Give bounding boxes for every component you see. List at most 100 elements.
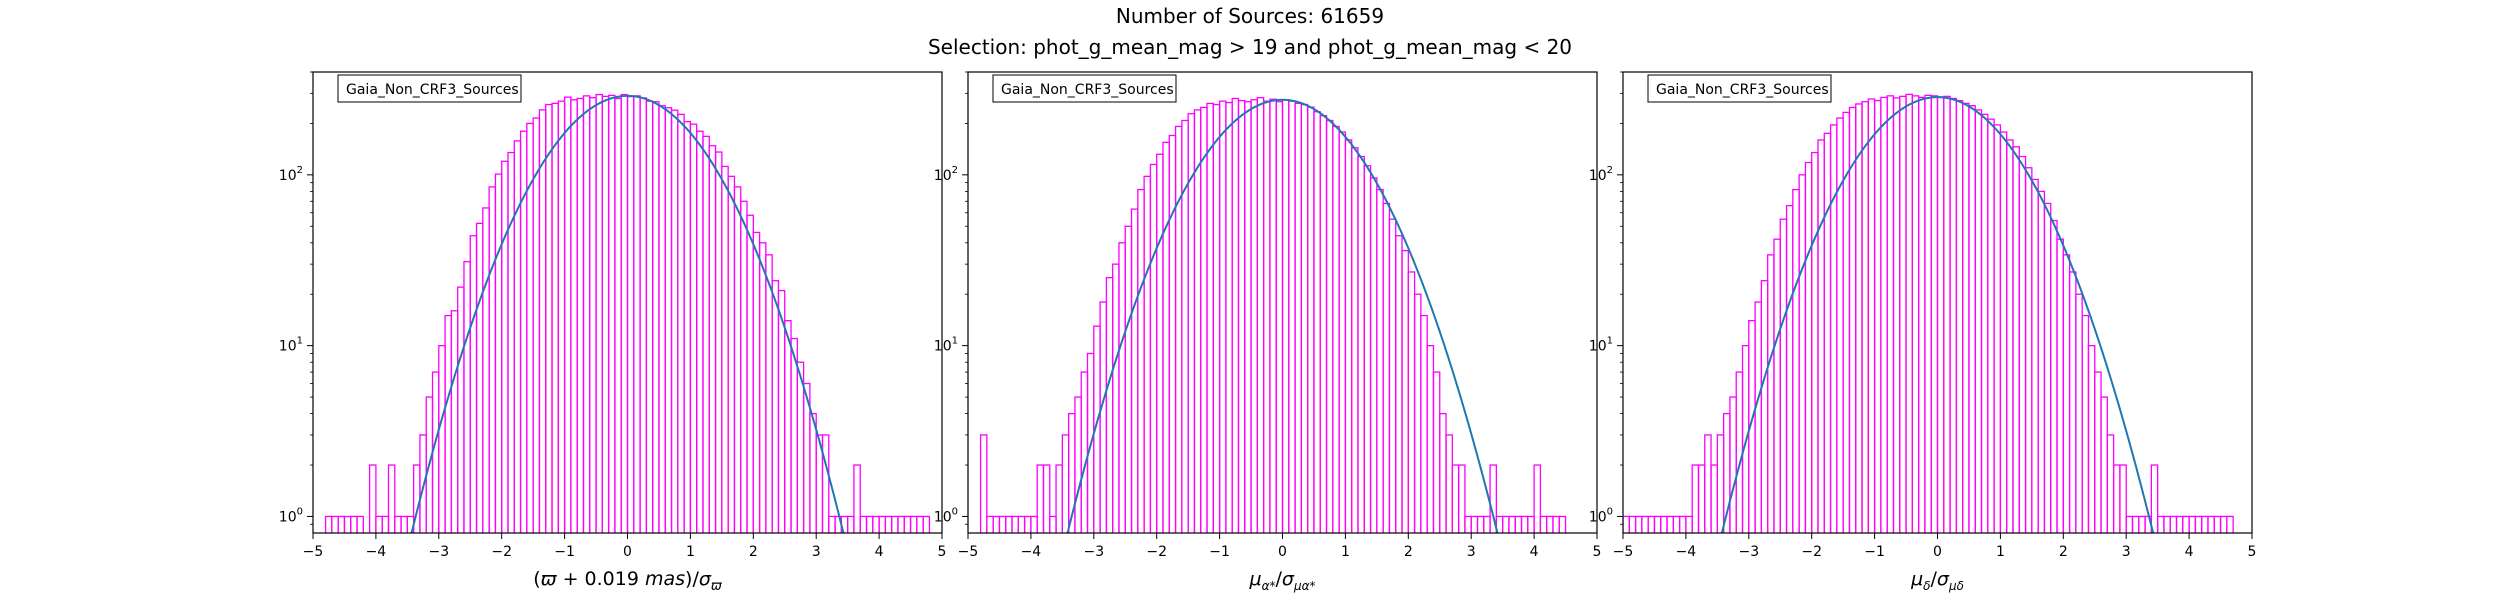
histogram-bar — [2024, 167, 2033, 533]
x-tick-label: −4 — [1021, 544, 1042, 560]
histogram-bar — [2062, 254, 2071, 533]
histogram-bar — [324, 515, 333, 533]
histogram-bar — [551, 102, 559, 533]
plot-area — [1623, 93, 2234, 533]
histogram-bar — [758, 242, 767, 533]
histogram-bar — [1023, 515, 1032, 533]
histogram-bar — [375, 515, 383, 533]
y-tick-label: 102 — [1589, 165, 1613, 184]
histogram-bar — [645, 100, 654, 533]
panel-parallax: −5 −4 −3 −2 −1 0 1 2 3 4 5 100 101 102 Gaia_Non_CRF3_S… — [279, 71, 946, 594]
histogram-bar — [1527, 515, 1535, 533]
x-tick-label: 4 — [2185, 544, 2194, 560]
x-tick-label: −5 — [1613, 544, 1634, 560]
histogram-bar — [784, 320, 792, 533]
histogram-bar — [438, 344, 446, 533]
histogram-bar — [1206, 102, 1214, 533]
x-tick-label: 0 — [1933, 544, 1942, 560]
histogram-bar — [1200, 106, 1208, 533]
x-tick-label: 1 — [1341, 544, 1350, 560]
histogram-bar — [1552, 515, 1560, 533]
histogram-bar — [1911, 95, 1920, 533]
x-tick-label: 0 — [623, 544, 632, 560]
legend-box — [992, 74, 1177, 103]
x-tick-label: 3 — [2122, 544, 2131, 560]
histogram-bar — [708, 145, 717, 533]
x-axis-label: μδ/σμδ — [1910, 568, 1964, 593]
histogram-bar — [356, 515, 364, 533]
histogram-bar — [2207, 515, 2215, 533]
histogram-bar — [501, 160, 509, 533]
histogram-bar — [2163, 515, 2171, 533]
histogram-bar — [909, 515, 918, 533]
histogram-bar — [343, 515, 352, 533]
x-tick-label: 3 — [1467, 544, 1476, 560]
histogram-bar — [2112, 464, 2121, 533]
histogram-bar — [513, 140, 522, 533]
histogram-bar — [1999, 131, 2008, 533]
x-tick-label: 2 — [2059, 544, 2068, 560]
histogram-bar — [1798, 174, 1807, 533]
histogram-bar — [488, 186, 497, 533]
histogram-bar — [2043, 202, 2052, 533]
histogram-bar — [1162, 141, 1170, 533]
histogram-bar — [482, 207, 490, 533]
histogram-bar — [998, 515, 1007, 533]
histogram-bar — [1811, 151, 1819, 533]
histogram-bar — [1369, 177, 1378, 533]
histogram-bar — [865, 515, 874, 533]
histogram-bar — [1307, 106, 1315, 533]
histogram-bar — [2006, 139, 2014, 533]
y-tick-label: 101 — [279, 336, 303, 355]
histogram-bar — [1395, 235, 1403, 533]
histogram-bar — [1325, 119, 1334, 533]
x-tick-label: 4 — [1530, 544, 1539, 560]
histogram-bar — [1042, 464, 1051, 533]
histogram-bar — [1005, 515, 1013, 533]
histogram-bar — [1017, 515, 1026, 533]
histogram-bar — [626, 95, 635, 533]
histogram-bar — [1300, 103, 1309, 533]
histogram-bar — [639, 97, 648, 533]
plot-area — [324, 93, 931, 533]
histogram-bar — [1344, 139, 1353, 533]
histogram-bar — [821, 434, 830, 533]
histogram-bar — [853, 464, 861, 533]
histogram-bar — [1143, 175, 1152, 533]
histogram-bar — [2226, 515, 2234, 533]
fit-curve — [1720, 96, 2155, 533]
histogram-bar — [1634, 515, 1643, 533]
histogram-bar — [1804, 161, 1813, 533]
histogram-bar — [847, 515, 855, 533]
x-tick-label: 5 — [2248, 544, 2257, 560]
histogram-bar — [652, 101, 660, 533]
histogram-bar — [777, 289, 786, 533]
x-tick-label: −2 — [1146, 544, 1167, 560]
x-tick-label: −1 — [1864, 544, 1885, 560]
legend-box — [1647, 74, 1832, 103]
histogram-bar — [1281, 99, 1290, 533]
histogram-bar — [2050, 219, 2058, 533]
histogram-bar — [1514, 515, 1523, 533]
histogram-bar — [1880, 96, 1888, 533]
histogram-bar — [1105, 277, 1114, 533]
histogram-bar — [1149, 163, 1158, 533]
y-tick-label: 102 — [934, 165, 958, 184]
histogram-bar — [1974, 109, 1983, 533]
histogram-bar — [1388, 218, 1397, 533]
histogram-bar — [1539, 515, 1548, 533]
histogram-bar — [576, 97, 585, 533]
x-tick-label: 0 — [1278, 544, 1287, 560]
histogram-bar — [1288, 100, 1296, 533]
histogram-bar — [2125, 515, 2134, 533]
histogram-bar — [2182, 515, 2190, 533]
y-tick-label: 101 — [934, 336, 958, 355]
histogram-bar — [1332, 125, 1340, 533]
histogram-bar — [752, 231, 761, 533]
histogram-bar — [368, 464, 377, 533]
histogram-bar — [714, 151, 723, 533]
histogram-bar — [1420, 314, 1428, 533]
histogram-bar — [557, 100, 566, 533]
histogram-bar — [2106, 434, 2115, 533]
